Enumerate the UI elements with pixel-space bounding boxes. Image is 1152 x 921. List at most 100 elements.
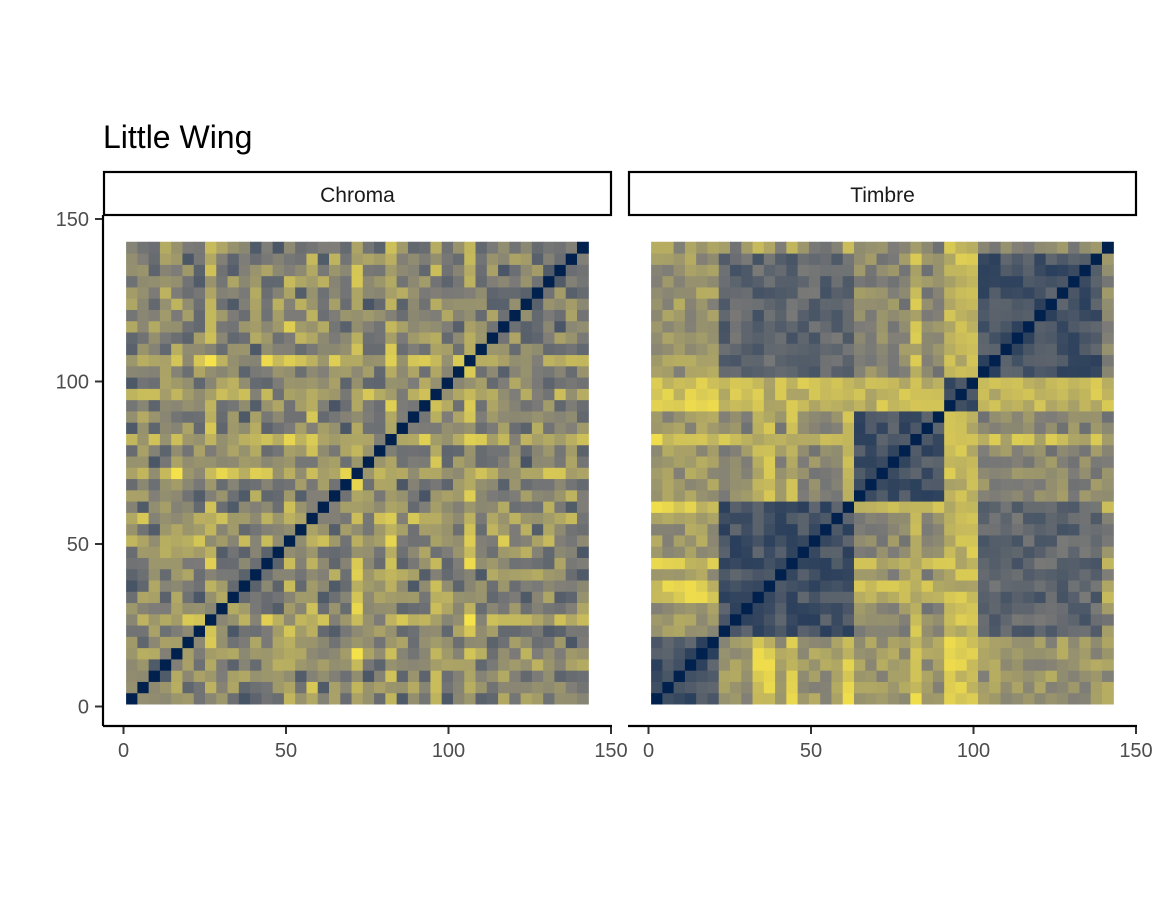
heatmap-cell	[272, 241, 285, 254]
heatmap-cell	[1045, 286, 1058, 299]
heatmap-cell	[1068, 343, 1081, 356]
heatmap-cell	[989, 331, 1002, 344]
heatmap-cell	[752, 377, 765, 389]
heatmap-cell	[385, 365, 398, 378]
heatmap-cell	[730, 298, 742, 310]
heatmap-cell	[1034, 298, 1047, 310]
y-tick-label: 0	[78, 697, 89, 719]
heatmap-cell	[250, 298, 262, 310]
heatmap-cell	[407, 275, 420, 288]
heatmap-cell	[475, 455, 488, 468]
heatmap-cell	[1045, 670, 1058, 682]
heatmap-cell	[684, 478, 697, 491]
heatmap-cell	[148, 467, 161, 480]
heatmap-cell	[250, 579, 262, 592]
heatmap-cells-timbre	[651, 241, 1114, 705]
heatmap-cell	[977, 681, 990, 694]
heatmap-cell	[977, 636, 990, 649]
heatmap-cell	[430, 309, 443, 322]
heatmap-cell	[899, 591, 911, 604]
heatmap-cell	[989, 501, 1002, 513]
heatmap-cell	[306, 467, 319, 480]
heatmap-cell	[786, 377, 799, 389]
heatmap-cell	[385, 692, 398, 705]
heatmap-cell	[921, 670, 934, 682]
heatmap-cell	[966, 534, 979, 547]
heatmap-cell	[576, 377, 589, 389]
heatmap-cell	[283, 343, 296, 356]
heatmap-cell	[977, 670, 990, 682]
heatmap-cell	[441, 613, 454, 626]
heatmap-cell	[159, 636, 172, 649]
heatmap-cell	[1079, 455, 1092, 468]
heatmap-cell	[1011, 253, 1024, 265]
heatmap-cell	[329, 388, 341, 401]
heatmap-cell	[775, 399, 787, 412]
heatmap-cell	[696, 298, 709, 310]
heatmap-cell	[250, 331, 262, 344]
heatmap-cell	[385, 489, 398, 502]
heatmap-cell	[182, 444, 195, 457]
heatmap-cell	[261, 579, 274, 592]
heatmap-cell	[554, 410, 567, 423]
heatmap-cell	[1101, 534, 1114, 547]
heatmap-cell	[238, 331, 251, 344]
heatmap-cell	[831, 591, 844, 604]
heatmap-cell	[1011, 331, 1024, 344]
heatmap-cell	[696, 354, 709, 367]
heatmap-cell	[182, 298, 195, 310]
heatmap-cell	[407, 692, 420, 705]
heatmap-cell	[486, 534, 499, 547]
heatmap-cell	[730, 647, 742, 660]
heatmap-cell	[261, 501, 274, 513]
heatmap-cell	[385, 264, 398, 277]
heatmap-cell	[362, 399, 375, 412]
heatmap-cell	[786, 388, 799, 401]
heatmap-cell	[171, 241, 184, 254]
heatmap-cell	[238, 388, 251, 401]
heatmap-cell	[362, 298, 375, 310]
heatmap-cell	[1079, 568, 1092, 581]
heatmap-cell	[486, 433, 499, 446]
heatmap-cell	[576, 422, 589, 434]
heatmap-cell	[1023, 489, 1035, 502]
heatmap-cell	[295, 625, 308, 637]
heatmap-cell	[763, 422, 776, 434]
heatmap-cell	[955, 636, 968, 649]
heatmap-cell	[921, 422, 934, 434]
heatmap-cell	[486, 399, 499, 412]
heatmap-cell	[340, 501, 353, 513]
heatmap-cell	[340, 433, 353, 446]
heatmap-cell	[763, 388, 776, 401]
heatmap-cell	[306, 365, 319, 378]
heatmap-cell	[1023, 343, 1035, 356]
heatmap-cell	[684, 647, 697, 660]
heatmap-cell	[362, 253, 375, 265]
heatmap-cell	[238, 681, 251, 694]
heatmap-cell	[464, 399, 477, 412]
heatmap-cell	[932, 433, 945, 446]
heatmap-cell	[576, 512, 589, 525]
heatmap-cell	[1011, 343, 1024, 356]
heatmap-cell	[283, 478, 296, 491]
heatmap-cell	[899, 377, 911, 389]
heatmap-cell	[306, 512, 319, 525]
heatmap-cell	[741, 579, 754, 592]
heatmap-cell	[651, 557, 663, 570]
heatmap-cell	[966, 523, 979, 536]
heatmap-cell	[977, 602, 990, 615]
heatmap-cell	[441, 467, 454, 480]
heatmap-cell	[193, 455, 206, 468]
heatmap-cell	[498, 388, 510, 401]
heatmap-cell	[820, 512, 833, 525]
heatmap-cell	[137, 365, 150, 378]
heatmap-cell	[775, 636, 787, 649]
heatmap-cell	[193, 365, 206, 378]
heatmap-cell	[887, 275, 900, 288]
heatmap-cell	[820, 286, 833, 299]
x-tick-label: 0	[643, 740, 654, 762]
heatmap-cell	[944, 320, 957, 333]
heatmap-cell	[662, 433, 675, 446]
heatmap-cell	[329, 501, 341, 513]
heatmap-cell	[966, 377, 979, 389]
